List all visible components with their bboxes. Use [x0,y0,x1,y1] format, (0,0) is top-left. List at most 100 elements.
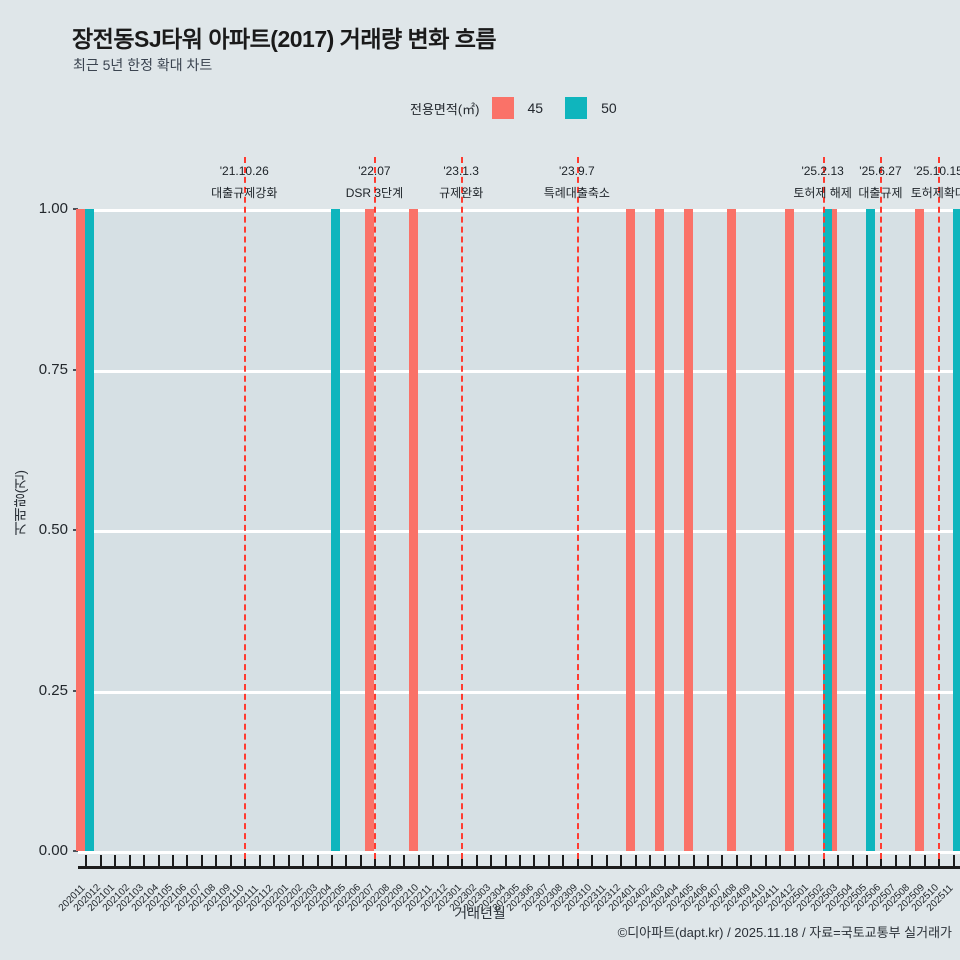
bar-50-202505[interactable] [866,209,876,851]
y-tick-label: 0.00 [38,842,68,859]
bar-45-202408[interactable] [726,209,736,851]
event-line-202506 [880,157,883,859]
x-tick-mark [504,855,507,867]
bar-45-202412[interactable] [784,209,794,851]
event-date: '25.2.13 [801,164,844,178]
x-tick-mark [215,855,218,867]
x-tick-mark [663,855,666,867]
chart-legend: 전용면적(㎡) 45 50 [410,97,639,119]
x-tick-mark [186,855,189,867]
x-tick-mark [475,855,478,867]
x-tick-mark [938,855,941,867]
x-tick-mark [692,855,695,867]
x-tick-mark [461,855,464,867]
plot-area [76,209,960,854]
event-text: 대출규제강화 [211,186,278,200]
y-axis-title: 거래량(건) [12,470,28,536]
bar-45-202405[interactable] [683,209,693,851]
legend-label-50: 50 [601,100,617,116]
bar-45-202403[interactable] [654,209,664,851]
x-tick-mark [519,855,521,867]
y-tick-mark [73,850,78,852]
y-tick-label: 0.25 [38,681,68,699]
event-date: '21.10.26 [219,164,269,178]
x-tick-mark [114,855,117,867]
x-tick-mark [302,855,305,867]
bar-45-202401[interactable] [625,209,635,851]
event-text: 특례대출축소 [543,186,610,200]
x-tick-mark [374,855,377,867]
event-line-202510 [938,157,941,859]
x-tick-mark [591,855,594,867]
x-tick-mark [721,855,724,867]
x-tick-mark [793,855,796,867]
x-tick-mark [403,855,406,867]
bar-50-202204[interactable] [331,209,341,851]
x-tick-mark [837,855,840,867]
x-tick-mark [388,855,391,867]
x-tick-mark [432,855,435,867]
page-subtitle: 최근 5년 한정 확대 차트 [73,57,213,73]
grid-line [78,369,960,373]
bar-45-202509[interactable] [914,209,924,851]
event-line-202207 [374,157,377,859]
bar-50-202011[interactable] [85,209,95,851]
x-tick-mark [345,855,348,867]
y-tick-mark [73,208,78,210]
footer-credit: ©디아파트(dapt.kr) / 2025.11.18 / 자료=국토교통부 실… [617,925,952,940]
x-tick-mark [678,855,681,867]
event-line-202309 [576,157,579,859]
y-tick-mark [73,529,78,531]
page-title: 장전동SJ타워 아파트(2017) 거래량 변화 흐름 [72,26,497,52]
x-tick-mark [764,855,767,867]
x-tick-mark [894,855,897,867]
y-tick-mark [73,689,78,692]
event-text: DSR 3단계 [345,186,404,200]
x-tick-mark [244,855,247,867]
grid-line [78,690,960,694]
bar-50-202502[interactable] [822,209,832,851]
bar-45-202207[interactable] [365,209,375,851]
x-tick-mark [808,855,811,867]
x-tick-mark [157,855,160,867]
event-date: '22.07 [358,164,391,178]
event-date: '23.1.3 [443,164,479,178]
x-tick-mark [620,855,623,867]
event-label-202502: '25.2.13 토허제 해제 [793,160,852,204]
x-tick-mark [359,855,362,867]
event-line-202502 [822,157,825,859]
x-tick-mark [779,855,782,867]
x-tick-mark [99,855,102,867]
event-date: '25.10.15 [913,164,960,178]
event-label-202110: '21.10.26 대출규제강화 [211,160,277,204]
legend-swatch-50 [565,97,588,119]
bar-45-202210[interactable] [408,209,418,851]
x-tick-mark [490,855,493,867]
event-text: 토허제확대 [910,186,960,200]
bar-45-202503[interactable] [828,209,838,851]
event-date: '23.9.7 [559,164,595,178]
x-tick-mark [287,855,290,867]
x-tick-mark [143,855,146,867]
y-tick-mark [73,368,78,371]
x-tick-mark [331,855,334,867]
y-tick-label: 1.00 [38,200,68,217]
legend-label-45: 45 [527,100,544,116]
x-tick-mark [85,855,88,867]
x-axis-title: 거래년월 [454,905,506,921]
legend-swatch-45 [491,97,514,119]
x-tick-mark [258,855,261,867]
event-line-202301 [461,157,464,859]
event-label-202510: '25.10.15 토허제확대 [911,160,960,204]
x-tick-mark [822,855,825,867]
bar-45-202011[interactable] [76,209,86,851]
x-tick-mark [866,855,869,867]
event-text: 대출규제 [858,186,903,200]
x-tick-mark [576,855,579,867]
legend-title: 전용면적(㎡) [410,101,480,117]
grid-line [78,209,960,212]
x-tick-mark [128,855,131,867]
event-text: 규제완화 [439,186,484,200]
bar-50-202511[interactable] [952,209,960,851]
grid-line [78,530,960,533]
